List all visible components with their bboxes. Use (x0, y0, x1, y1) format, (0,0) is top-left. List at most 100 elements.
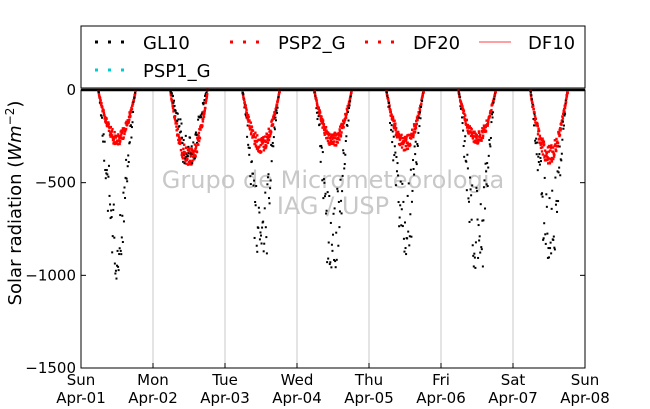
psp2-g-point (194, 155, 197, 158)
gl10-point (406, 194, 409, 197)
psp2-g-point (471, 137, 475, 140)
gl10-point (458, 93, 461, 96)
psp2-g-point (276, 99, 280, 102)
psp2-g-point (120, 131, 124, 135)
gl10-point (391, 141, 394, 144)
psp2-g-point (191, 148, 194, 152)
psp2-g-point (109, 132, 113, 136)
gl10-point (398, 225, 401, 228)
psp2-g-point (466, 125, 469, 129)
gl10-point (200, 112, 203, 115)
psp2-g-point (128, 118, 131, 121)
psp2-g-point (477, 140, 480, 143)
x-tick-label-date: Apr-07 (488, 389, 538, 407)
gl10-point (344, 140, 347, 143)
gl10-point (557, 200, 560, 203)
psp2-g-point (553, 153, 556, 156)
psp2-g-point (421, 92, 425, 96)
psp2-g-point (550, 158, 553, 162)
gl10-point (201, 102, 204, 105)
psp2-g-point (119, 139, 122, 143)
gl10-point (253, 179, 256, 182)
psp2-g-point (394, 122, 397, 125)
psp2-g-point (203, 112, 206, 116)
x-tick-label-date: Apr-04 (272, 389, 322, 407)
psp2-g-point (117, 133, 120, 136)
gl10-point (182, 160, 185, 163)
gl10-point (258, 211, 261, 214)
gl10-point (315, 107, 318, 110)
y-tick-label: −1500 (25, 359, 76, 377)
psp2-g-point (341, 124, 345, 127)
gl10-point (102, 133, 105, 136)
gl10-point (543, 222, 546, 225)
gl10-point (254, 200, 257, 203)
psp2-g-point (559, 127, 563, 131)
psp2-g-point (487, 118, 490, 121)
gl10-point (117, 269, 120, 272)
gl10-point (346, 111, 349, 114)
psp2-g-point (489, 112, 493, 115)
psp2-g-point (333, 144, 336, 147)
psp2-g-point (564, 100, 568, 104)
gl10-point (535, 137, 538, 140)
legend-swatch-df20 (378, 40, 381, 44)
gl10-point (274, 116, 277, 119)
psp2-g-point (413, 130, 417, 133)
gl10-point (469, 188, 472, 191)
gl10-point (550, 252, 553, 255)
gl10-point (558, 166, 561, 169)
psp2-g-point (463, 112, 466, 116)
psp2-g-point (189, 161, 192, 165)
gl10-point (121, 241, 124, 244)
psp2-g-point (190, 160, 194, 164)
psp2-g-point (131, 102, 135, 105)
psp2-g-point (194, 147, 197, 151)
gl10-point (186, 155, 189, 158)
gl10-point (474, 241, 477, 244)
psp2-g-point (116, 143, 120, 146)
gl10-point (409, 213, 412, 216)
gl10-point (529, 91, 532, 94)
psp2-g-point (476, 141, 480, 145)
psp2-g-point (171, 104, 174, 108)
gl10-point (328, 194, 331, 197)
gl10-point (400, 224, 403, 227)
gl10-point (202, 101, 205, 104)
psp2-g-point (405, 135, 408, 138)
psp2-g-point (253, 132, 256, 136)
gl10-point (477, 224, 480, 227)
gl10-point (464, 135, 467, 138)
gl10-point (343, 163, 346, 166)
gl10-point (257, 206, 260, 209)
gl10-point (389, 121, 392, 124)
gl10-point (410, 200, 413, 203)
psp2-g-point (332, 142, 335, 146)
psp2-g-point (394, 134, 398, 137)
gl10-point (338, 210, 341, 213)
psp2-g-point (322, 125, 325, 128)
psp2-g-point (276, 100, 279, 104)
legend-label-gl10: GL10 (143, 33, 190, 54)
gl10-point (481, 219, 484, 222)
gl10-point (484, 207, 487, 210)
psp2-g-point (477, 135, 480, 138)
psp2-g-point (112, 135, 115, 139)
psp2-g-point (400, 136, 403, 140)
psp2-g-point (565, 92, 569, 96)
psp2-g-point (337, 131, 340, 135)
psp2-g-point (178, 142, 182, 145)
psp2-g-point (274, 110, 277, 113)
psp2-g-point (418, 112, 421, 115)
psp2-g-point (111, 127, 114, 131)
psp2-g-point (492, 99, 495, 102)
psp2-g-point (421, 94, 424, 98)
psp2-g-point (191, 159, 194, 163)
psp2-g-point (465, 118, 469, 122)
psp2-g-point (117, 135, 121, 138)
psp2-g-point (186, 151, 189, 155)
psp2-g-point (546, 162, 550, 165)
psp2-g-point (195, 144, 198, 148)
gl10-point (180, 122, 183, 125)
